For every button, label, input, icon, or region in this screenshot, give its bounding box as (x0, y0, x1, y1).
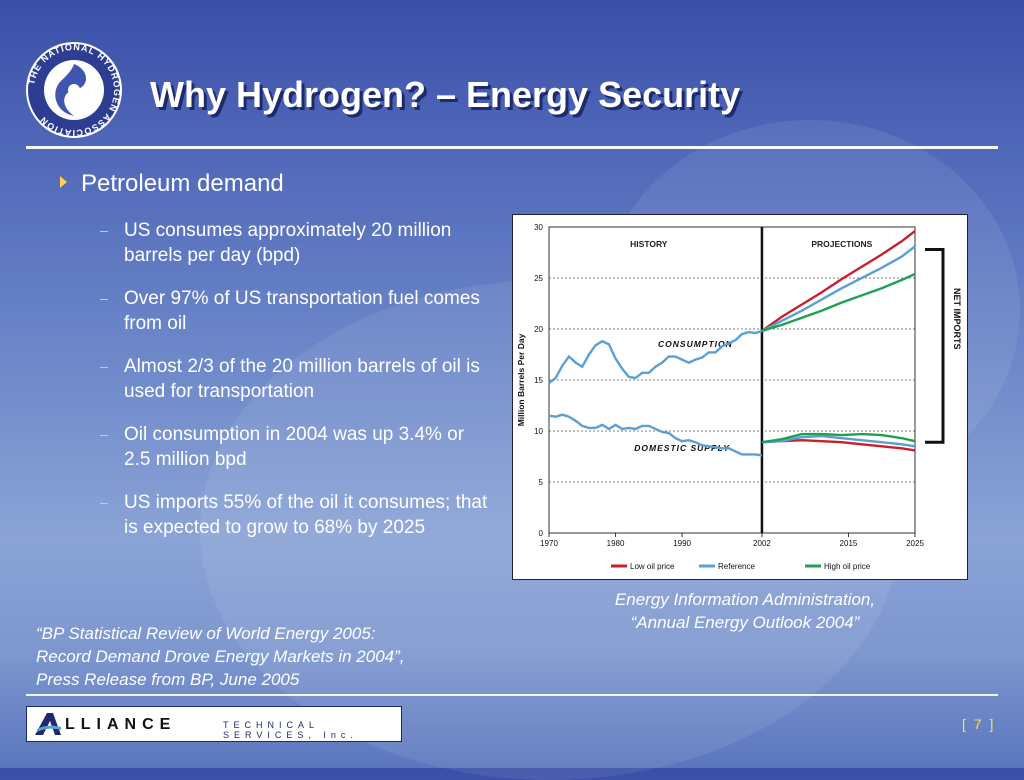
history-consumption-line (548, 329, 763, 385)
oil-chart: 0 5 10 15 20 25 30 1970 1980 1990 2002 2015 2025 Mill… (512, 214, 968, 580)
x-tick-label: 2002 (753, 539, 771, 548)
projections-label: PROJECTIONS (811, 239, 872, 249)
series-consumption-line-2 (761, 272, 916, 333)
sub-bullet-text: US consumes approximately 20 million bar… (124, 220, 452, 266)
consumption-label: CONSUMPTION (658, 339, 733, 349)
slide-title: Why Hydrogen? – Energy Security (150, 74, 741, 115)
y-tick-label: 0 (539, 529, 544, 538)
y-tick-label: 15 (534, 376, 543, 385)
x-tick-label: 1980 (607, 539, 625, 548)
list-item: – US consumes approximately 20 million ba… (100, 218, 490, 268)
series-consumption-line-1 (761, 245, 916, 333)
dash-icon: – (100, 494, 108, 510)
sub-bullet-text: Oil consumption in 2004 was up 3.4% or 2… (124, 424, 465, 470)
y-tick-label: 5 (539, 478, 544, 487)
chart-caption: Energy Information Administration, “Annu… (560, 588, 930, 634)
x-tick-label: 2025 (906, 539, 924, 548)
bullet-arrow-icon (60, 176, 67, 188)
alliance-subtitle: TECHNICAL SERVICES, Inc. (223, 720, 358, 740)
series-domestic-line-1 (761, 434, 916, 448)
series-domestic-line-2 (761, 432, 916, 444)
main-bullet: Petroleum demand (60, 170, 284, 198)
domestic-supply-label: DOMESTIC SUPPLY (634, 443, 730, 453)
net-imports-label: NET IMPORTS (952, 288, 962, 350)
alliance-logo: LLIANCE TECHNICAL SERVICES, Inc. (26, 706, 402, 742)
dash-icon: – (100, 222, 108, 238)
y-tick-label: 25 (534, 274, 543, 283)
quote-line: Record Demand Drove Energy Markets in 20… (36, 647, 405, 666)
y-tick-label: 30 (534, 223, 543, 232)
dash-icon: – (100, 358, 108, 374)
caption-line: Energy Information Administration, (614, 590, 876, 609)
quote-line: Press Release from BP, June 2005 (36, 670, 300, 689)
y-tick-label: 10 (534, 427, 543, 436)
plot-frame (548, 226, 916, 534)
alliance-a-icon (35, 713, 61, 735)
dash-icon: – (100, 290, 108, 306)
list-item: – Oil consumption in 2004 was up 3.4% or … (100, 422, 490, 472)
list-item: – Almost 2/3 of the 20 million barrels of… (100, 354, 490, 404)
association-logo: THE NATIONAL HYDROGEN ASSOCIATION (26, 42, 122, 138)
legend-label-0: Low oil price (630, 562, 675, 571)
sub-bullet-text: Over 97% of US transportation fuel comes… (124, 288, 480, 334)
legend-label-1: Reference (718, 562, 755, 571)
dash-icon: – (100, 426, 108, 442)
sub-bullet-list: – US consumes approximately 20 million ba… (100, 218, 490, 558)
list-item: – US imports 55% of the oil it consumes; … (100, 490, 490, 540)
history-domestic-line (548, 413, 763, 457)
x-tick-label: 1970 (540, 539, 558, 548)
main-bullet-text: Petroleum demand (81, 170, 284, 197)
y-axis-label: Million Barrels Per Day (516, 333, 526, 426)
y-tick-label: 20 (534, 325, 543, 334)
x-tick-label: 1990 (673, 539, 691, 548)
alliance-name: LLIANCE (65, 716, 177, 733)
list-item: – Over 97% of US transportation fuel come… (100, 286, 490, 336)
bottom-divider (26, 694, 998, 696)
sub-bullet-text: US imports 55% of the oil it consumes; t… (124, 492, 488, 538)
caption-line: “Annual Energy Outlook 2004” (630, 613, 860, 632)
sub-bullet-text: Almost 2/3 of the 20 million barrels of … (124, 356, 480, 402)
page-number: [ 7 ] (962, 716, 996, 732)
legend-label-2: High oil price (824, 562, 871, 571)
quote-line: “BP Statistical Review of World Energy 2… (36, 624, 376, 643)
history-label: HISTORY (630, 239, 668, 249)
x-tick-label: 2015 (840, 539, 858, 548)
top-divider (26, 146, 998, 149)
source-quote: “BP Statistical Review of World Energy 2… (36, 622, 506, 691)
series-consumption-line-0 (761, 230, 916, 333)
net-imports-bracket (925, 247, 945, 444)
